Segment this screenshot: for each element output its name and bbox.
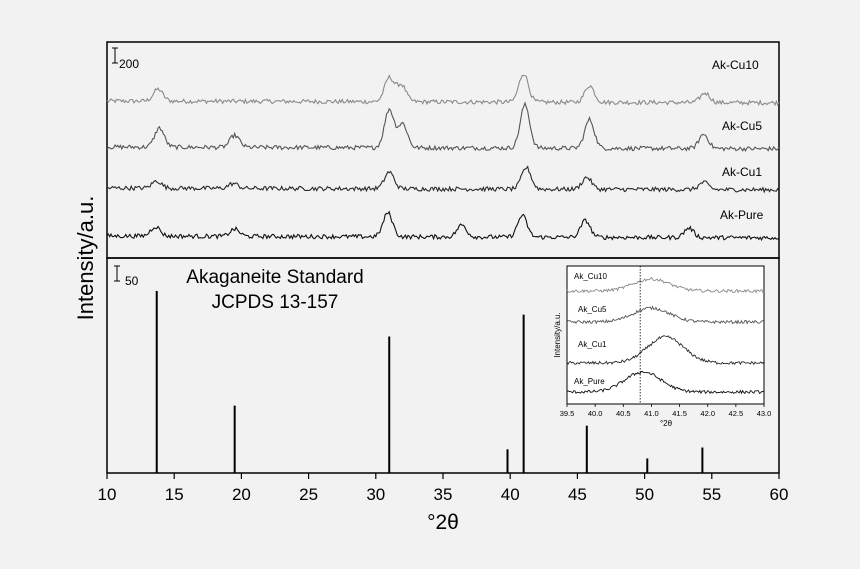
inset-y-axis-label: Intensity/a.u. <box>553 312 562 357</box>
inset-series-label-ak_cu1: Ak_Cu1 <box>578 340 607 349</box>
scale-bar-top-label: 200 <box>119 57 139 71</box>
inset-series-label-ak_cu10: Ak_Cu10 <box>574 272 607 281</box>
x-tick-label: 60 <box>770 485 789 504</box>
inset-series-label-ak_cu5: Ak_Cu5 <box>578 305 607 314</box>
inset-series-line-ak_cu5 <box>566 305 765 325</box>
x-tick-label: 35 <box>434 485 453 504</box>
top-panel-series: Ak-Cu10 Ak-Cu5 Ak-Cu1 Ak-Pure <box>106 58 780 242</box>
series-line-ak-cu5 <box>106 101 780 152</box>
series-label-ak-cu5: Ak-Cu5 <box>722 119 762 133</box>
inset-series-line-ak_cu1 <box>566 335 765 366</box>
x-tick-label: 30 <box>366 485 385 504</box>
x-axis-label: °2θ <box>427 511 459 534</box>
series-line-ak-cu10 <box>106 74 780 107</box>
series-label-ak-pure: Ak-Pure <box>720 208 764 222</box>
standard-title-line1: Akaganeite Standard <box>186 267 363 288</box>
top-panel-frame <box>106 41 780 259</box>
inset-series-label-ak_pure: Ak_Pure <box>574 377 605 386</box>
inset-x-ticks: 39.5 40.0 40.5 41.0 41.5 42.0 42.5 43.0 <box>560 404 772 418</box>
inset-x-tick-label: 39.5 <box>560 409 575 418</box>
series-line-ak-pure <box>106 210 780 242</box>
x-tick-label: 40 <box>501 485 520 504</box>
scale-bar-bottom-label: 50 <box>125 274 139 288</box>
reference-sticks <box>155 291 704 473</box>
standard-title-line2: JCPDS 13-157 <box>212 292 339 313</box>
inset-x-tick-label: 41.5 <box>672 409 687 418</box>
inset-x-tick-label: 42.0 <box>700 409 715 418</box>
inset-series-line-ak_pure <box>566 371 765 395</box>
x-tick-label: 25 <box>299 485 318 504</box>
series-label-ak-cu1: Ak-Cu1 <box>722 165 762 179</box>
inset-series: Ak_Cu10 Ak_Cu5 Ak_Cu1 Ak_Pure <box>566 266 765 404</box>
inset-series-line-ak_cu10 <box>566 276 765 294</box>
inset-x-tick-label: 43.0 <box>757 409 772 418</box>
x-tick-label: 10 <box>98 485 117 504</box>
inset-x-tick-label: 40.5 <box>616 409 631 418</box>
series-line-ak-cu1 <box>106 165 780 194</box>
scale-bar-top <box>112 47 118 64</box>
inset-plot: Ak_Cu10 Ak_Cu5 Ak_Cu1 Ak_Pure 39.5 40.0 40.5 4… <box>553 265 772 428</box>
x-tick-label: 15 <box>165 485 184 504</box>
inset-x-axis-label: °2θ <box>660 419 673 428</box>
inset-x-tick-label: 40.0 <box>588 409 603 418</box>
inset-x-tick-label: 42.5 <box>729 409 744 418</box>
series-label-ak-cu10: Ak-Cu10 <box>712 58 759 72</box>
inset-frame <box>566 265 765 405</box>
x-axis-ticks: 10 15 20 25 30 35 40 45 50 55 60 <box>98 473 789 504</box>
inset-x-tick-label: 41.0 <box>644 409 659 418</box>
x-tick-label: 20 <box>232 485 251 504</box>
scale-bar-bottom <box>114 265 120 282</box>
y-axis-label: Intensity/a.u. <box>73 196 98 321</box>
x-tick-label: 55 <box>702 485 721 504</box>
x-tick-label: 50 <box>635 485 654 504</box>
x-tick-label: 45 <box>568 485 587 504</box>
